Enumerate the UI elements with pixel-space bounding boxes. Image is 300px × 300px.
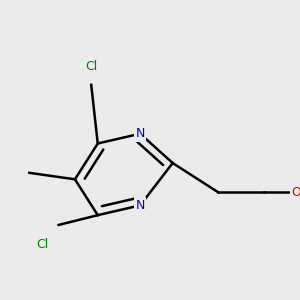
Text: Cl: Cl xyxy=(85,60,98,74)
Text: O: O xyxy=(292,186,300,199)
Text: Cl: Cl xyxy=(36,238,49,251)
Text: N: N xyxy=(135,199,145,212)
Text: N: N xyxy=(135,127,145,140)
